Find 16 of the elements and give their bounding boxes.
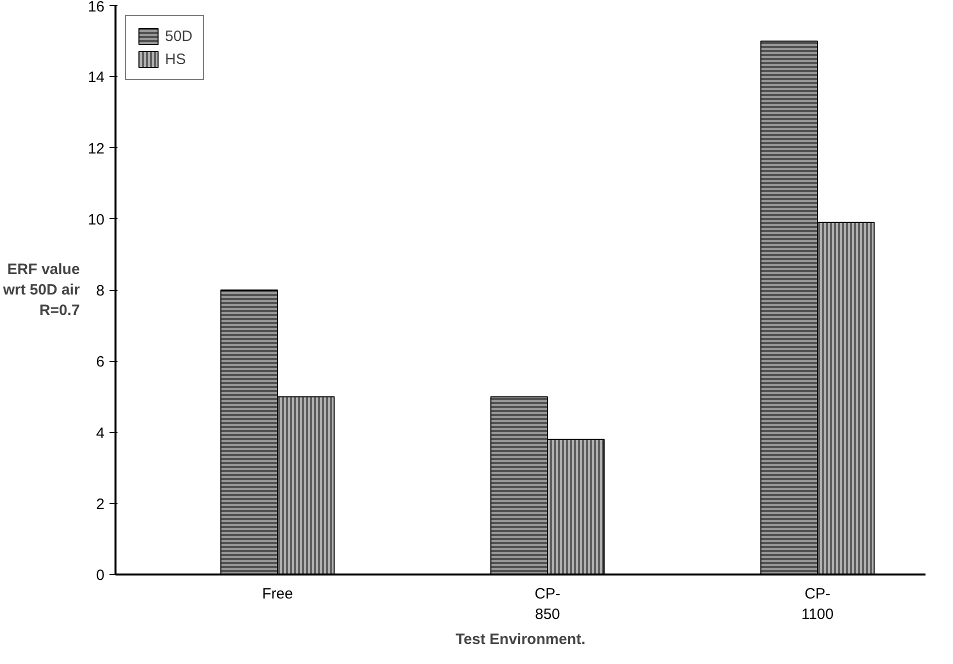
y-tick-label: 10 [88,211,105,228]
y-tick-label: 4 [96,424,104,442]
legend-label: HS [165,50,186,68]
x-tick-label: CP- 1100 [801,586,834,623]
x-tick-label: CP- 850 [534,586,560,623]
legend-label: 50D [165,28,193,44]
y-tick-label: 6 [96,354,104,371]
y-tick-label: 14 [88,69,105,86]
y-tick-label: 16 [88,0,105,16]
y-axis-title: ERF value wrt 50D air R=0.7 [2,261,80,319]
y-tick-label: 8 [96,282,104,300]
y-tick-label: 12 [88,140,105,158]
x-axis-title: Test Environment. [456,630,586,648]
y-tick-label: 2 [96,496,104,513]
x-tick-label: Free [262,586,293,602]
y-tick-label: 0 [96,567,104,584]
